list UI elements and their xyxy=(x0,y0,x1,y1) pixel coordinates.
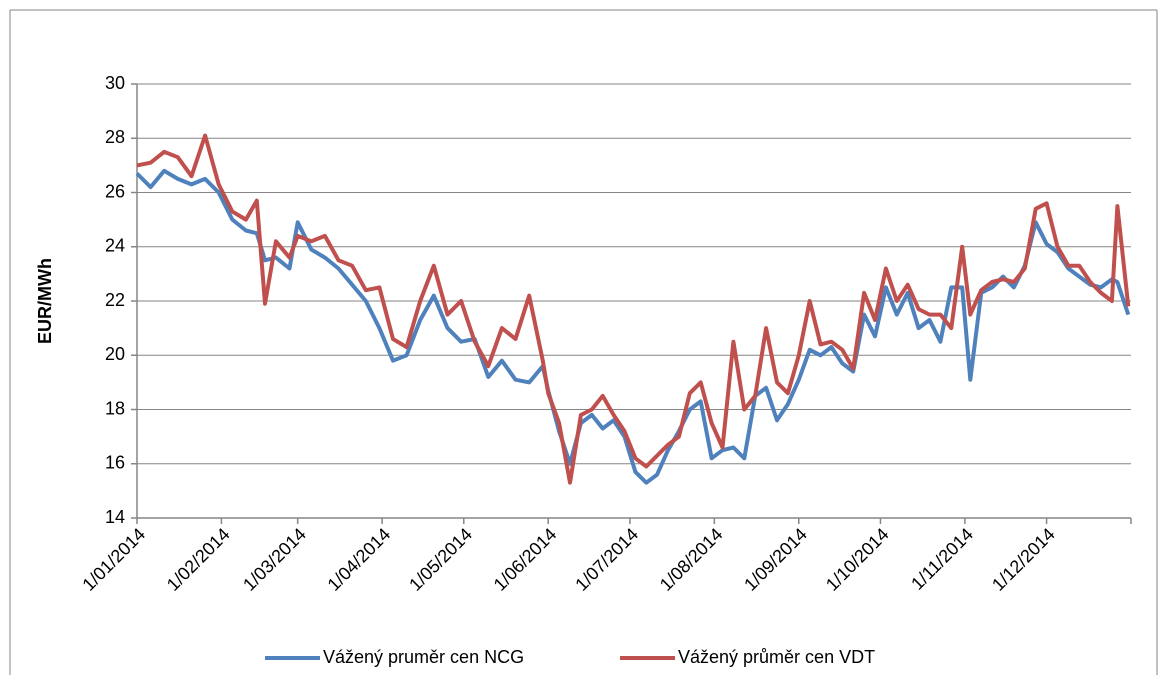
y-tick-label: 28 xyxy=(105,127,125,147)
x-tick-label: 1/03/2014 xyxy=(239,524,310,595)
x-tick-label: 1/07/2014 xyxy=(571,524,642,595)
x-tick-label: 1/12/2014 xyxy=(988,524,1059,595)
x-tick-label: 1/08/2014 xyxy=(656,524,727,595)
y-tick-label: 16 xyxy=(105,453,125,473)
y-tick-label: 24 xyxy=(105,236,125,256)
series-line xyxy=(135,168,1131,485)
x-tick-label: 1/05/2014 xyxy=(405,524,476,595)
y-tick-label: 14 xyxy=(105,507,125,527)
y-tick-label: 22 xyxy=(105,290,125,310)
y-tick-label: 26 xyxy=(105,181,125,201)
x-tick-label: 1/02/2014 xyxy=(163,524,234,595)
x-tick-label: 1/01/2014 xyxy=(78,524,149,595)
y-tick-label: 20 xyxy=(105,344,125,364)
legend-label: Vážený pruměr cen NCG xyxy=(323,647,524,667)
legend-label: Vážený průměr cen VDT xyxy=(678,647,875,667)
x-tick-label: 1/04/2014 xyxy=(324,524,395,595)
x-tick-label: 1/09/2014 xyxy=(740,524,811,595)
y-axis-label: EUR/MWh xyxy=(35,258,55,344)
y-tick-label: 30 xyxy=(105,73,125,93)
series-line xyxy=(136,133,1131,485)
x-tick-label: 1/11/2014 xyxy=(907,524,977,594)
y-tick-label: 18 xyxy=(105,398,125,418)
x-tick-label: 1/10/2014 xyxy=(822,524,893,595)
x-tick-label: 1/06/2014 xyxy=(490,524,561,595)
